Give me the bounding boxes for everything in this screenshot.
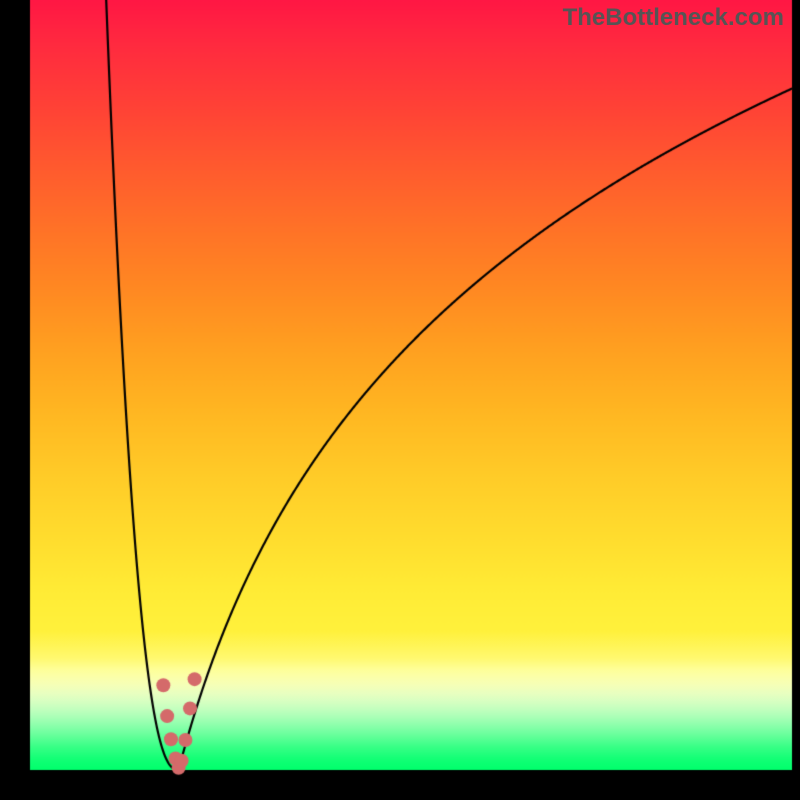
bottleneck-chart: TheBottleneck.com — [0, 0, 800, 800]
chart-plot-canvas — [0, 0, 800, 800]
watermark-text: TheBottleneck.com — [563, 4, 784, 32]
